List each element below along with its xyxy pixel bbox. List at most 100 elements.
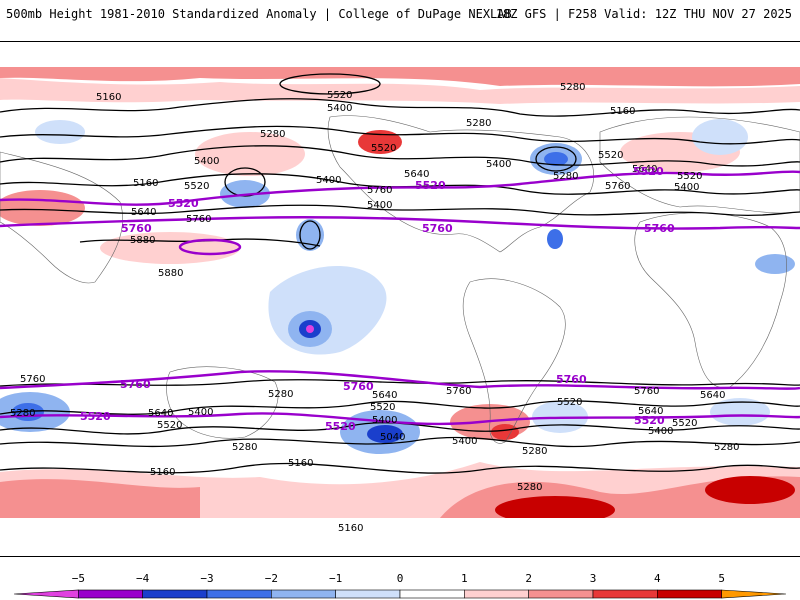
- colorbar-tick-label: −4: [136, 572, 150, 585]
- colorbar-segment: [592, 589, 658, 599]
- colorbar-segment: [13, 589, 79, 599]
- colorbar: [13, 589, 787, 599]
- title-bar: 500mb Height 1981-2010 Standardized Anom…: [0, 0, 800, 30]
- negative-anomaly-europe: [692, 119, 748, 155]
- low-center-baja: [299, 220, 321, 250]
- contour-label: 5760: [605, 181, 630, 192]
- contour-label: 5400: [367, 200, 392, 211]
- positive-anomaly-gulf-alaska: [358, 130, 402, 154]
- negative-anomaly-hudson-core: [544, 152, 568, 166]
- contour-label: 5760: [634, 386, 659, 397]
- purple-contour-label: 5520: [325, 420, 356, 433]
- purple-contour-label: 5520: [415, 179, 446, 192]
- colorbar-tick-label: 3: [589, 572, 597, 585]
- purple-contour-label: 5520: [633, 165, 664, 178]
- contour-5280-north: [0, 145, 800, 167]
- contour-label: 5400: [316, 175, 341, 186]
- reference-contours: [0, 170, 800, 426]
- colorbar-segment: [657, 589, 722, 599]
- purple-contour-label: 5520: [168, 197, 199, 210]
- contour-label: 5400: [194, 156, 219, 167]
- contour-label: 5400: [452, 436, 477, 447]
- colorbar-tick-label: −1: [329, 572, 343, 585]
- contour-label: 5040: [380, 432, 405, 443]
- colorbar-tick-label: 1: [461, 572, 468, 585]
- contour-label: 5520: [370, 402, 395, 413]
- purple-contour-label: 5760: [343, 380, 374, 393]
- africa-coast: [634, 212, 787, 389]
- contour-label: 5160: [288, 458, 313, 469]
- negative-anomaly-south-indian: [710, 398, 770, 426]
- colorbar-segment: [464, 589, 529, 599]
- contour-5640-north: [0, 204, 800, 217]
- positive-anomaly-west-pacific: [0, 190, 85, 226]
- positive-anomaly-southern-core-a: [495, 496, 615, 524]
- eurasia-coast: [599, 116, 800, 214]
- contour-label: 5160: [133, 178, 158, 189]
- contour-label: 5880: [158, 268, 183, 279]
- contour-label: 5880: [130, 235, 155, 246]
- contour-5760-north-purple: [0, 216, 800, 230]
- contour-label: 5280: [553, 171, 578, 182]
- high-center-arctic: [279, 73, 381, 95]
- colorbar-tick-label: −5: [71, 572, 85, 585]
- contour-5520-south-purple: [0, 412, 800, 426]
- colorbar-segment: [399, 589, 465, 599]
- contour-label: 5520: [327, 90, 352, 101]
- purple-contour-label: 5760: [120, 378, 151, 391]
- contour-label: 5280: [522, 446, 547, 457]
- contour-label: 5280: [517, 482, 542, 493]
- contour-label: 5280: [260, 129, 285, 140]
- colorbar-segment: [142, 589, 208, 599]
- positive-anomaly-south-america-core: [491, 424, 519, 440]
- colorbar-segment: [271, 589, 336, 599]
- colorbar-tick-label: 0: [396, 572, 404, 585]
- colorbar-tick-label: 4: [654, 572, 661, 585]
- contour-label: 5520: [598, 150, 623, 161]
- negative-anomaly-south-central-core: [367, 425, 403, 443]
- purple-contour-label-group: 5520 5520 5520 5760 5760 5760 5760 5760 …: [80, 165, 675, 433]
- contour-label: 5640: [148, 408, 173, 419]
- contour-label: 5400: [327, 103, 352, 114]
- contour-label: 5520: [677, 171, 702, 182]
- black-contour-label-group: 5160 5520 5400 5280 5520 5280 5160 5400 …: [10, 82, 739, 534]
- colorbar-tick-label: 2: [525, 572, 532, 585]
- positive-anomaly-band-north-light: [0, 78, 800, 104]
- contour-label: 5520: [157, 420, 182, 431]
- contour-label: 5400: [674, 182, 699, 193]
- undefined-data-bottom: [0, 518, 800, 556]
- purple-contour-label: 5520: [634, 414, 665, 427]
- australia-coast: [166, 366, 279, 439]
- coastlines: [0, 115, 800, 444]
- map-panel: 5160 5520 5400 5280 5520 5280 5160 5400 …: [0, 41, 800, 557]
- anomaly-shading: [0, 42, 800, 556]
- purple-contour-label: 5760: [644, 222, 675, 235]
- anomaly-map: 5160 5520 5400 5280 5520 5280 5160 5400 …: [0, 42, 800, 556]
- contour-label: 5160: [96, 92, 121, 103]
- contour-label: 5400: [486, 159, 511, 170]
- contour-5520-north-purple: [0, 170, 800, 206]
- purple-contour-label: 5760: [121, 222, 152, 235]
- positive-anomaly-band-south-strong: [0, 479, 200, 518]
- contour-label: 5520: [557, 397, 582, 408]
- contour-label: 5280: [268, 389, 293, 400]
- contour-label: 5280: [714, 442, 739, 453]
- low-center-hudson: [535, 146, 577, 172]
- contour-label: 5400: [372, 415, 397, 426]
- contour-label: 5640: [632, 164, 657, 175]
- contour-5400-north: [0, 125, 800, 145]
- contour-5280-south: [0, 436, 800, 448]
- contour-label: 5280: [560, 82, 585, 93]
- purple-contour-label: 5760: [556, 373, 587, 386]
- contour-label: 5760: [367, 185, 392, 196]
- contour-label: 5280: [232, 442, 257, 453]
- contour-label: 5760: [20, 374, 45, 385]
- colorbar-segment: [206, 589, 272, 599]
- negative-anomaly-tropical-pacific: [268, 265, 387, 355]
- contour-label: 5520: [184, 181, 209, 192]
- positive-anomaly-southern-core-b: [705, 476, 795, 504]
- colorbar-tick-label: 5: [718, 572, 725, 585]
- contour-label: 5520: [672, 418, 697, 429]
- negative-anomaly-africa: [755, 254, 795, 274]
- contour-label: 5520: [371, 143, 396, 154]
